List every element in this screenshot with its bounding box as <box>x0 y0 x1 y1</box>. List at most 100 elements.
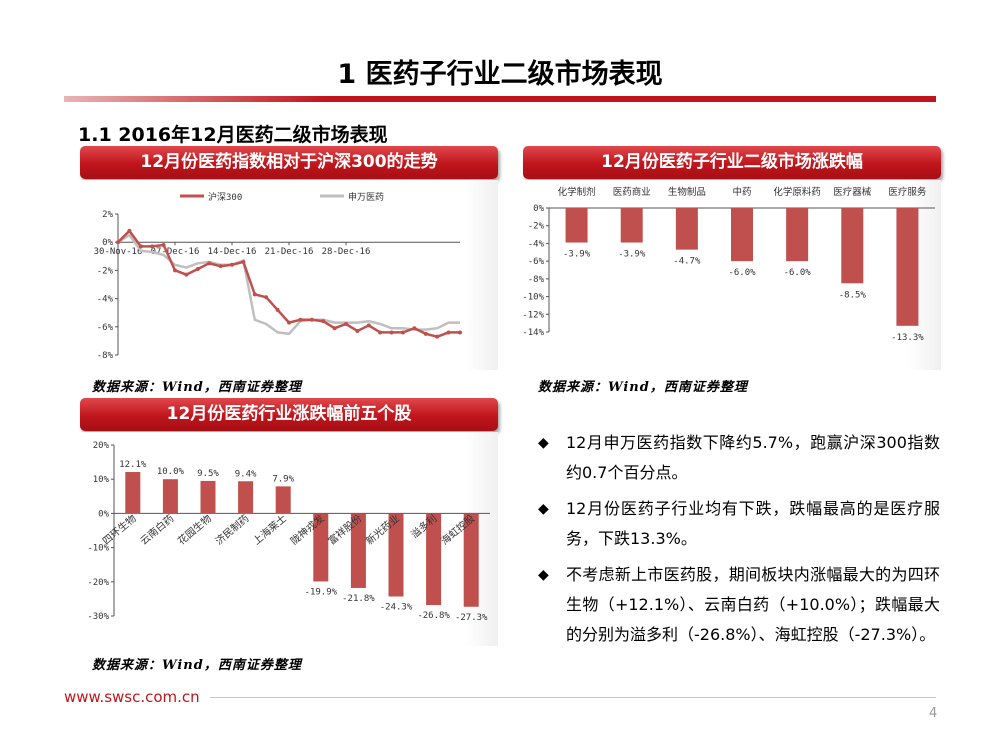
series-point <box>230 262 234 267</box>
category-label: 化学原料药 <box>773 186 821 198</box>
x-tick-label: 28-Dec-16 <box>322 247 371 257</box>
bullet-text: 12月份医药子行业均有下跌，跌幅最高的是医疗服务，下跌13.3%。 <box>566 499 940 548</box>
series-point <box>298 317 303 322</box>
footer-divider <box>210 697 936 698</box>
bar-value-label: -27.3% <box>455 613 488 623</box>
series-point <box>344 321 348 326</box>
series-point <box>264 295 269 300</box>
series-point <box>355 329 360 334</box>
bar <box>162 479 178 514</box>
bar <box>313 513 329 582</box>
series-point <box>173 268 177 273</box>
line-chart-panel: 沪深300 申万医药 2% 0% -2% -4% -6% -8% 30-Nov-16 07-Dec… <box>80 180 498 370</box>
industry-chart-panel: 0% -2% -4% -6% -8% -10% -12% -14% -3.9% 化学制剂 -3.9%… <box>522 180 941 370</box>
title-underline <box>64 96 936 102</box>
series-point <box>127 228 132 233</box>
y-tick-label: -8% <box>97 351 114 361</box>
series-point <box>207 261 212 266</box>
page-number: 4 <box>929 706 938 721</box>
y-tick-label: -10% <box>87 544 109 554</box>
bar-value-label: -6.0% <box>784 268 812 278</box>
bar <box>350 513 366 588</box>
series-point <box>366 323 371 328</box>
bar-value-label: 9.4% <box>235 469 257 479</box>
stocks-chart-panel: 20% 10% 0% -10% -20% -30% 12.1% 四环生物 10.0% 云南白药 9.… <box>80 432 498 646</box>
bar-value-label: -3.9% <box>618 250 646 260</box>
series-point <box>275 307 280 312</box>
bullet-item: ◆ 12月申万医药指数下降约5.7%，跑赢沪深300指数约0.7个百分点。 <box>538 428 940 488</box>
bar <box>675 208 698 250</box>
category-label: 云南白药 <box>137 512 176 548</box>
stocks-bar-chart: 20%10%0%-10%-20%-30%12.1%四环生物10.0%云南白药9.… <box>87 441 490 623</box>
y-tick-label: 10% <box>93 475 110 485</box>
series-point <box>241 259 246 264</box>
series-point <box>401 330 405 335</box>
series-point <box>321 319 326 324</box>
series-point <box>150 244 155 249</box>
bar <box>275 486 291 514</box>
bar-value-label: -8.5% <box>839 290 867 300</box>
series-point <box>446 330 451 335</box>
bar-value-label: -21.8% <box>342 594 375 604</box>
x-tick-label: 07-Dec-16 <box>151 247 200 257</box>
category-label: 中药 <box>732 186 751 198</box>
line-chart: 沪深300 申万医药 2% 0% -2% -4% -6% -8% 30-Nov-16 07-Dec… <box>94 191 462 361</box>
diamond-bullet-icon: ◆ <box>538 501 549 517</box>
bar-value-label: -6.0% <box>728 268 756 278</box>
line-chart-source: 数据来源：Wind，西南证券整理 <box>92 380 302 395</box>
series-point <box>332 326 337 331</box>
series-point <box>435 334 440 339</box>
series-point <box>378 330 383 335</box>
bar <box>238 481 254 514</box>
bullet-text: 不考虑新上市医药股，期间板块内涨幅最大的为四环生物（+12.1%）、云南白药（+… <box>566 565 940 644</box>
category-label: 医药商业 <box>613 186 651 198</box>
category-label: 化学制剂 <box>558 186 596 198</box>
y-tick-label: 20% <box>93 441 110 451</box>
bar-value-label: 7.9% <box>272 474 294 484</box>
bar-value-label: -19.9% <box>305 587 338 597</box>
stocks-chart-banner: 12月份医药行业涨跌幅前五个股 <box>80 398 498 431</box>
industry-chart-source: 数据来源：Wind，西南证券整理 <box>538 380 748 395</box>
series-point <box>458 330 462 335</box>
y-tick-label: 0% <box>533 204 544 214</box>
y-tick-label: -4% <box>97 295 114 305</box>
y-tick-label: -6% <box>528 257 545 267</box>
bar <box>125 472 141 514</box>
bullet-text: 12月申万医药指数下降约5.7%，跑赢沪深300指数约0.7个百分点。 <box>566 433 940 482</box>
bar-value-label: -13.3% <box>891 333 924 343</box>
category-label: 生物制品 <box>668 186 706 198</box>
bar <box>896 208 919 326</box>
series-point <box>309 317 314 322</box>
bar <box>731 208 753 262</box>
series-point <box>412 326 417 331</box>
category-label: 医疗器械 <box>833 186 872 198</box>
bar <box>565 208 588 243</box>
legend-label: 沪深300 <box>208 191 242 203</box>
bar <box>388 513 404 597</box>
y-tick-label: -20% <box>87 578 109 588</box>
diamond-bullet-icon: ◆ <box>538 567 549 583</box>
bar-value-label: -26.8% <box>417 611 450 621</box>
series-point <box>138 244 143 249</box>
bar <box>786 208 809 262</box>
footer-url[interactable]: www.swsc.com.cn <box>64 688 200 706</box>
y-tick-label: -14% <box>523 328 545 338</box>
category-label: 济民制药 <box>213 512 252 548</box>
y-tick-label: -8% <box>528 275 545 285</box>
bar-value-label: -3.9% <box>563 250 591 260</box>
x-tick-label: 21-Dec-16 <box>265 247 314 257</box>
series-point <box>184 272 189 277</box>
series-point <box>116 240 120 245</box>
bullet-list: ◆ 12月申万医药指数下降约5.7%，跑赢沪深300指数约0.7个百分点。 ◆ … <box>538 428 940 656</box>
y-tick-label: 0% <box>98 509 109 519</box>
y-tick-label: -30% <box>87 612 109 622</box>
series-point <box>287 320 291 325</box>
y-tick-label: 0% <box>102 238 113 248</box>
bar-value-label: -24.3% <box>380 603 413 613</box>
y-tick-label: -4% <box>528 239 545 249</box>
page-title: 1 医药子行业二级市场表现 <box>337 59 663 90</box>
y-tick-label: -6% <box>97 323 114 333</box>
y-tick-label: -10% <box>523 293 545 303</box>
series-point <box>389 330 394 335</box>
bar-value-label: 9.5% <box>197 469 219 479</box>
